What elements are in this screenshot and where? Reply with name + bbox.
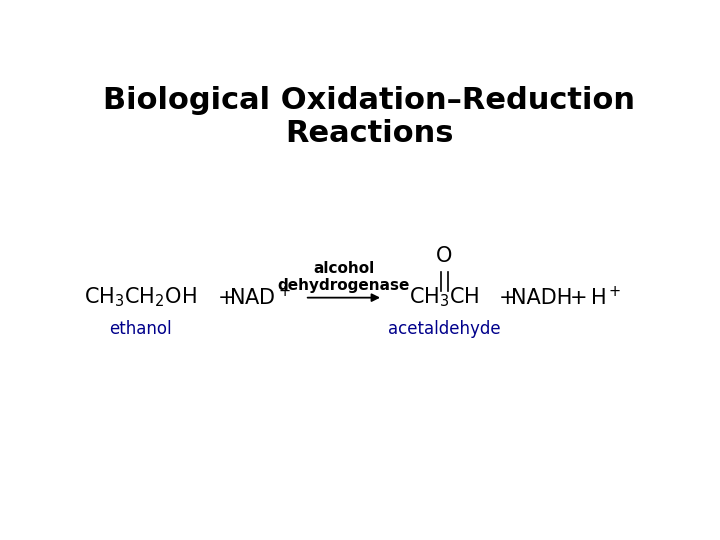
- Text: +: +: [570, 288, 588, 308]
- Text: NAD$^+$: NAD$^+$: [230, 286, 291, 309]
- Text: +: +: [498, 288, 516, 308]
- Text: CH$_3$CH: CH$_3$CH: [409, 286, 480, 309]
- Text: dehydrogenase: dehydrogenase: [278, 278, 410, 293]
- Text: ethanol: ethanol: [109, 320, 171, 338]
- Text: Biological Oxidation–Reduction
Reactions: Biological Oxidation–Reduction Reactions: [103, 85, 635, 148]
- Text: NADH: NADH: [511, 288, 572, 308]
- Text: acetaldehyde: acetaldehyde: [388, 320, 500, 338]
- Text: H$^+$: H$^+$: [590, 286, 622, 309]
- Text: CH$_3$CH$_2$OH: CH$_3$CH$_2$OH: [84, 286, 197, 309]
- Text: alcohol: alcohol: [313, 261, 374, 276]
- Text: O: O: [436, 246, 452, 266]
- Text: +: +: [218, 288, 235, 308]
